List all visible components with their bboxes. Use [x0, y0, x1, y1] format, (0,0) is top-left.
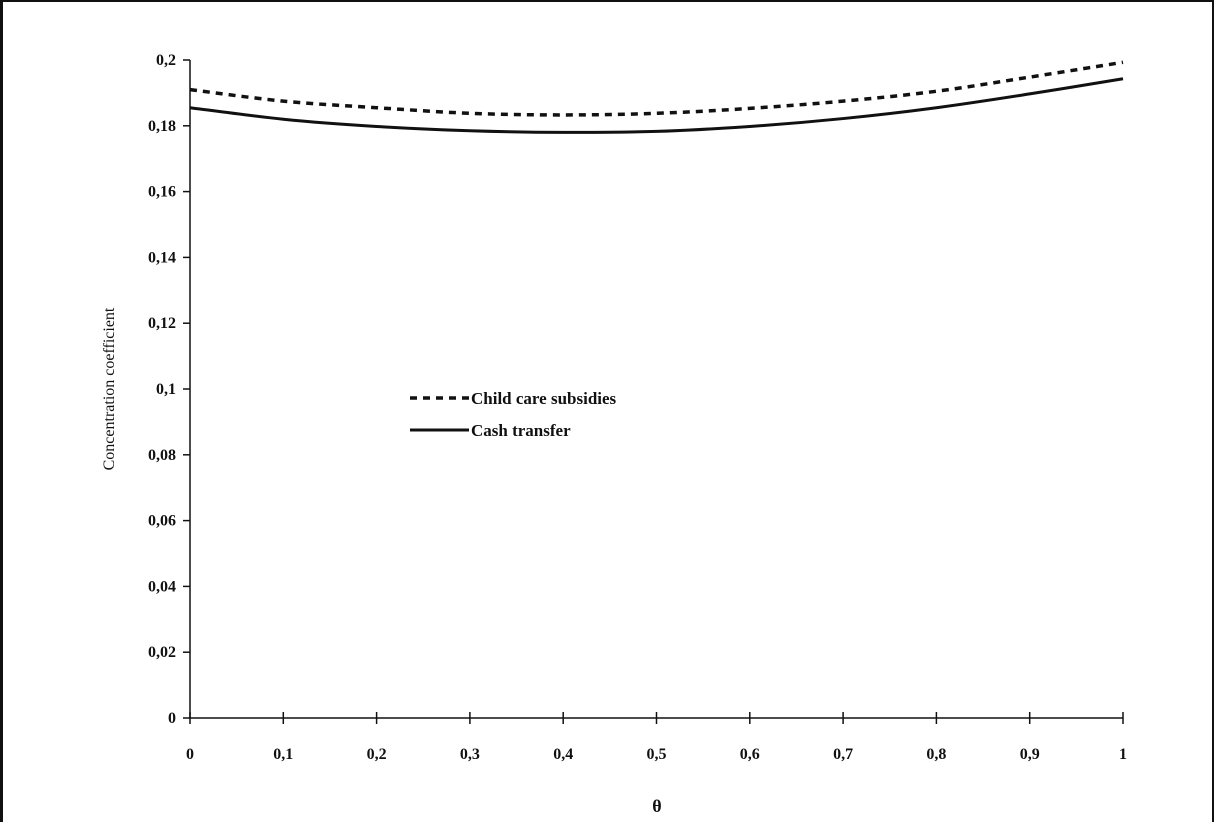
- y-tick-label: 0,08: [148, 447, 176, 464]
- x-axis-title: θ: [652, 796, 661, 816]
- x-tick-label: 1: [1119, 746, 1127, 763]
- y-tick-label: 0,02: [148, 644, 176, 661]
- y-tick-label: 0,2: [156, 52, 176, 69]
- y-tick-label: 0,16: [148, 184, 176, 201]
- series-line-child-care-subsidies: [189, 60, 1124, 117]
- y-tick-label: 0,1: [156, 381, 176, 398]
- x-tick-label: 0,8: [926, 746, 946, 763]
- x-tick-label: 0,9: [1020, 746, 1040, 763]
- y-tick-label: 0: [168, 710, 176, 727]
- series-layer: [189, 60, 1124, 134]
- x-tick-label: 0,7: [833, 746, 853, 763]
- y-tick-label: 0,06: [148, 513, 176, 530]
- y-tick-label: 0,18: [148, 118, 176, 135]
- legend: Child care subsidies Cash transfer: [410, 389, 617, 440]
- legend-label: Cash transfer: [471, 421, 571, 440]
- x-tick-label: 0,6: [740, 746, 760, 763]
- y-tick-label: 0,12: [148, 315, 176, 332]
- x-tick-label: 0,4: [553, 746, 573, 763]
- x-tick-label: 0,2: [367, 746, 387, 763]
- legend-label: Child care subsidies: [471, 389, 617, 408]
- y-axis: 0 0,02 0,04 0,06 0,08 0,1 0,12 0,14 0,16 0,18 0,2: [148, 52, 191, 727]
- y-tick-label: 0,04: [148, 578, 176, 595]
- x-tick-label: 0,3: [460, 746, 480, 763]
- series-line-cash-transfer: [189, 77, 1124, 134]
- x-tick-label: 0,1: [273, 746, 293, 763]
- chart-svg: 00,020,040,060,080,10,120,140,160,180,2 …: [101, 52, 1127, 816]
- y-tick-label: 0,14: [148, 249, 176, 266]
- x-tick-label: 0: [186, 746, 194, 763]
- x-axis: 0 0,1 0,2 0,3 0,4 0,5 0,6 0,7 0,8 0,9 1: [186, 712, 1127, 763]
- y-axis-title: Concentration coefficient: [101, 307, 118, 470]
- x-tick-label: 0,5: [647, 746, 667, 763]
